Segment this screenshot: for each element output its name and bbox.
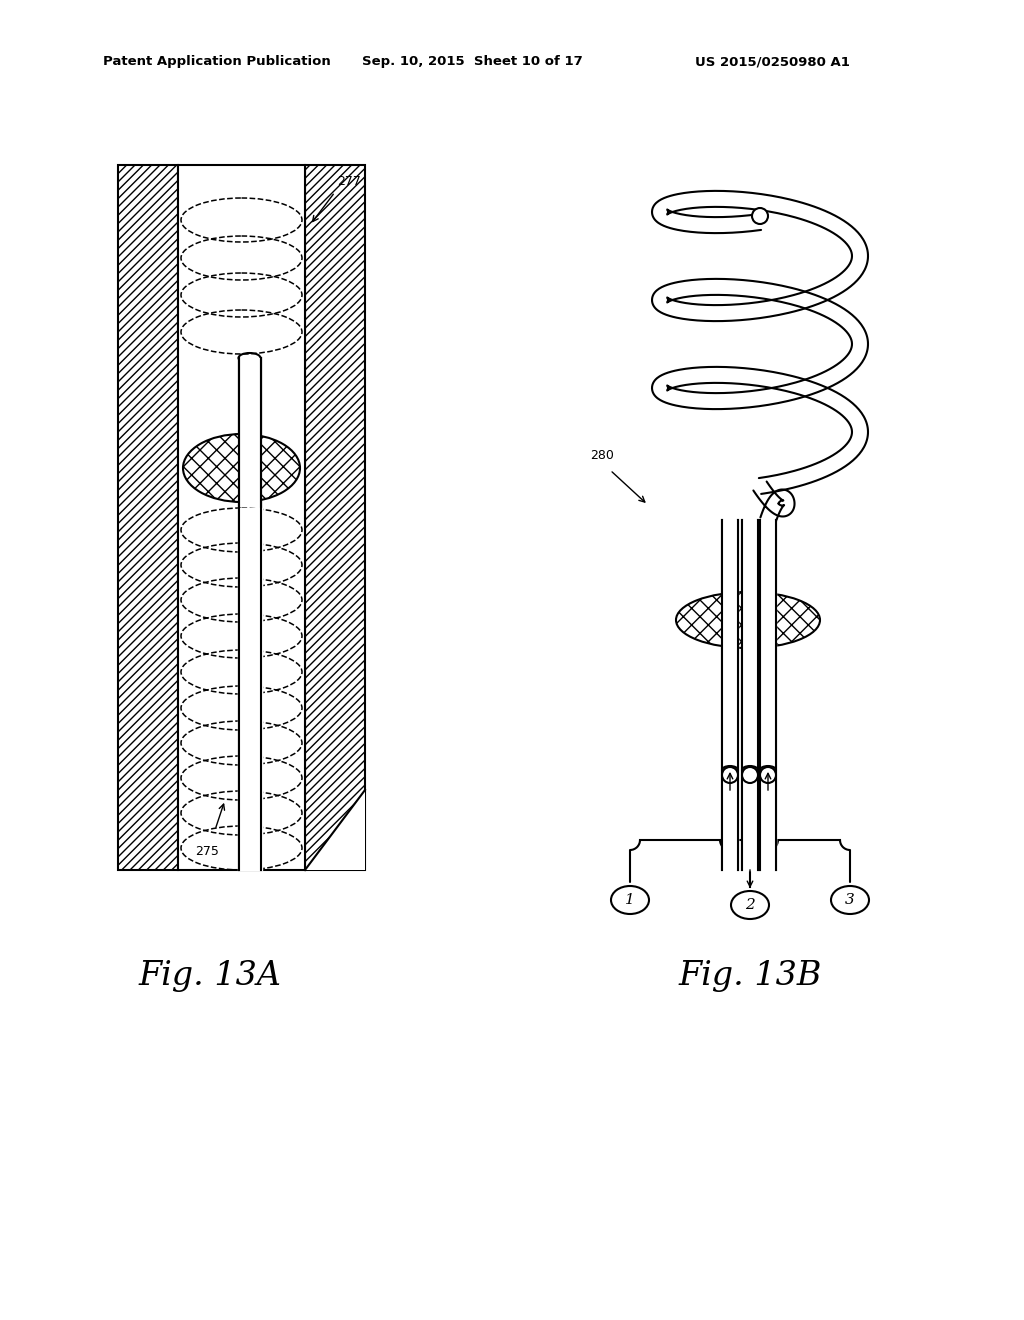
Circle shape [722,767,738,783]
Bar [118,165,178,870]
Ellipse shape [722,766,738,774]
Text: Patent Application Publication: Patent Application Publication [103,55,331,69]
Ellipse shape [760,766,776,774]
Text: 277: 277 [337,176,360,187]
Text: 275: 275 [195,845,219,858]
Polygon shape [305,789,365,870]
Ellipse shape [742,766,758,774]
Text: Sep. 10, 2015  Sheet 10 of 17: Sep. 10, 2015 Sheet 10 of 17 [362,55,583,69]
Ellipse shape [183,434,300,502]
Ellipse shape [611,886,649,913]
Circle shape [742,767,758,783]
Text: 2: 2 [745,898,755,912]
Ellipse shape [831,886,869,913]
Bar [239,358,260,870]
Circle shape [760,767,776,783]
Text: Fig. 13A: Fig. 13A [138,960,282,993]
Ellipse shape [676,591,820,648]
Ellipse shape [731,891,769,919]
Polygon shape [652,191,868,494]
Bar [178,165,305,870]
Circle shape [752,209,768,224]
Text: Fig. 13B: Fig. 13B [678,960,821,993]
Text: US 2015/0250980 A1: US 2015/0250980 A1 [695,55,850,69]
Text: 3: 3 [845,894,855,907]
Ellipse shape [239,352,260,363]
Bar [239,358,260,870]
Bar [305,165,365,870]
Text: 1: 1 [625,894,635,907]
Text: 280: 280 [590,449,613,462]
Polygon shape [754,482,795,523]
